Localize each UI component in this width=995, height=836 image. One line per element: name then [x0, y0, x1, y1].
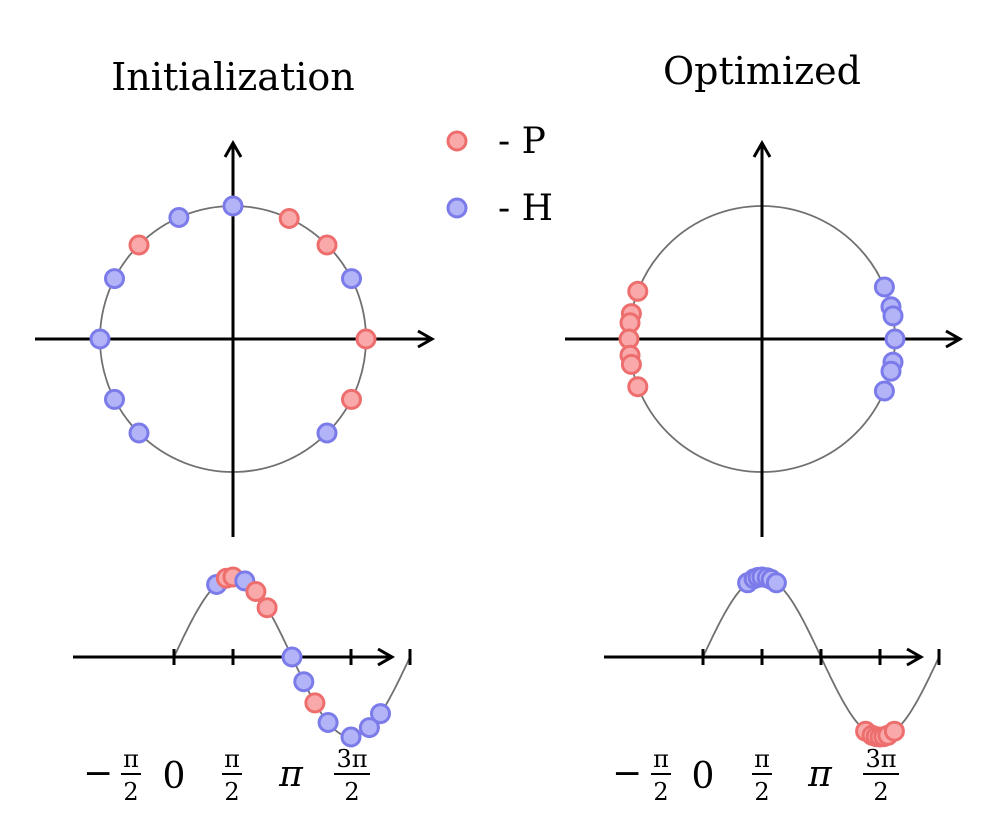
wave-point-h	[293, 671, 315, 693]
tick-labels-optimized: − π 2 0 π 2 π 3π 2	[612, 745, 899, 806]
tick-frac-two: 2	[123, 778, 138, 806]
tick-zero: 0	[692, 756, 715, 797]
circle-point-h	[128, 422, 150, 444]
phase-axis-arrowhead	[377, 647, 396, 667]
x-axis-arrowhead	[417, 329, 436, 349]
circle-point-h	[168, 207, 190, 228]
circle-point-h	[316, 422, 338, 444]
circle-point-h	[222, 195, 244, 217]
tick-pi: π	[278, 754, 304, 795]
tick-frac-two: 2	[344, 778, 359, 806]
tick-frac-pi: π	[653, 745, 669, 773]
tick-frac-two: 2	[653, 778, 668, 806]
tick-frac-pi: π	[754, 745, 770, 773]
circle-point-h	[873, 276, 895, 298]
tick-minus-sign: −	[83, 753, 113, 794]
y-axis-arrowhead	[223, 139, 243, 158]
tick-frac-pi: π	[224, 745, 240, 773]
circle-point-p	[620, 353, 642, 375]
circle-point-h	[884, 328, 906, 350]
wave-point-h	[281, 646, 303, 668]
circle-plot-optimized	[565, 139, 964, 537]
wave-point-h	[358, 717, 380, 739]
circle-point-p	[627, 280, 649, 302]
tick-zero: 0	[163, 756, 186, 797]
x-axis-arrowhead	[945, 329, 964, 349]
circle-point-p	[627, 376, 649, 398]
wave-plot-optimized	[604, 566, 941, 748]
circle-point-h	[882, 305, 904, 327]
tick-labels-initialization: − π 2 0 π 2 π 3π 2	[83, 745, 370, 806]
circle-point-p	[128, 234, 150, 256]
wave-plot-initialization	[73, 566, 412, 748]
circle-plot-initialization	[35, 139, 436, 537]
tick-minus-sign: −	[612, 753, 642, 794]
wave-point-h	[765, 572, 787, 594]
legend-label-p: - P	[498, 121, 546, 162]
legend-marker-p	[446, 130, 468, 152]
circle-point-p	[341, 388, 362, 410]
wave-point-p	[883, 720, 905, 742]
y-axis-arrowhead	[752, 139, 772, 158]
circle-point-h	[104, 388, 125, 410]
panel-title-initialization: Initialization	[111, 55, 354, 99]
circle-point-h	[880, 360, 902, 382]
tick-frac-three-pi: 3π	[865, 745, 896, 773]
legend-label-h: - H	[498, 188, 553, 229]
wave-point-p	[245, 581, 267, 602]
panel-title-optimized: Optimized	[663, 49, 861, 93]
circle-point-p	[355, 328, 377, 350]
wave-point-h	[317, 712, 339, 733]
wave-point-p	[256, 597, 278, 619]
circle-point-p	[316, 234, 338, 256]
tick-frac-pi: π	[123, 745, 139, 773]
circle-point-h	[873, 380, 895, 402]
legend-marker-h	[446, 197, 468, 219]
tick-frac-three-pi: 3π	[336, 745, 367, 773]
circle-point-h	[104, 268, 125, 290]
legend: - P - H	[446, 121, 553, 229]
wave-point-h	[370, 703, 391, 725]
circle-point-h	[89, 328, 111, 350]
tick-frac-two: 2	[224, 778, 239, 806]
tick-pi: π	[807, 754, 833, 795]
circle-point-h	[341, 268, 362, 290]
wave-point-p	[304, 692, 326, 714]
phase-axis-arrowhead	[906, 647, 925, 667]
circle-point-p	[278, 208, 300, 229]
tick-frac-two: 2	[754, 778, 769, 806]
wave-point-h	[340, 726, 362, 748]
tick-frac-two: 2	[873, 778, 888, 806]
